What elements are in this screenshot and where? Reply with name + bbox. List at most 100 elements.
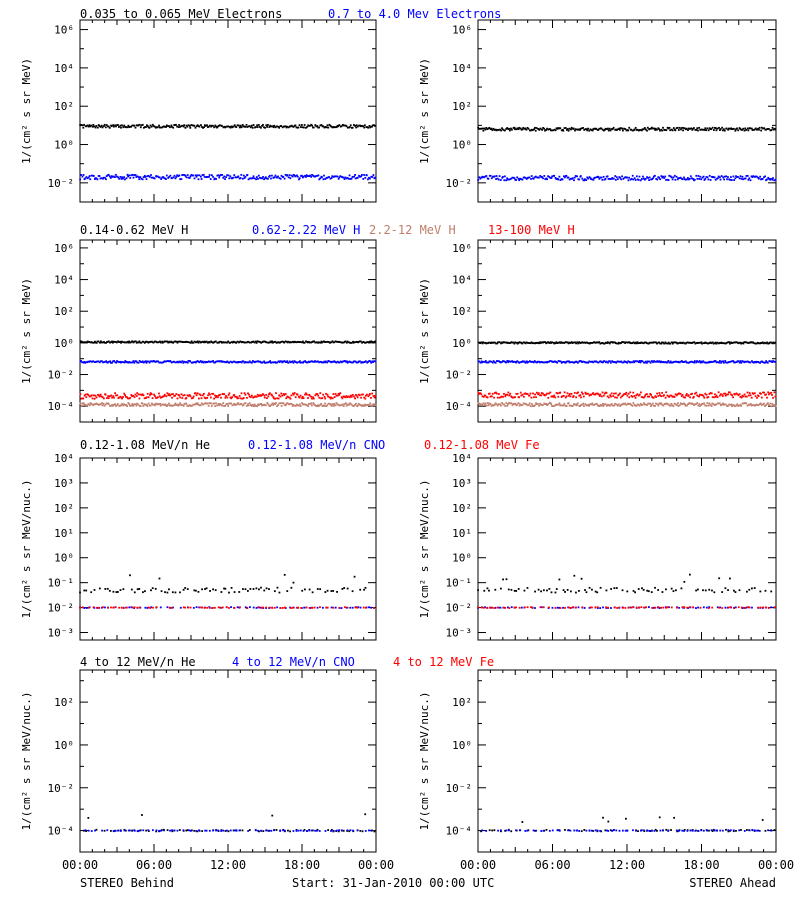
data-point [140,124,143,127]
data-point [641,587,643,590]
data-point [258,588,260,591]
data-point [596,829,599,832]
data-point [364,606,367,609]
data-point [554,129,557,132]
data-point [641,342,644,344]
data-point [621,341,623,343]
data-point [267,361,270,364]
data-point [134,403,137,406]
data-point [687,394,690,397]
data-point [344,360,347,363]
data-point [222,176,225,179]
data-point [528,402,531,405]
data-point [360,396,363,399]
data-point [356,606,359,609]
data-point [481,404,484,406]
data-point [744,395,747,398]
data-point [185,829,188,832]
data-point [600,404,603,407]
data-point [117,829,119,832]
data-point [704,361,707,364]
data-point [103,123,106,126]
data-point [147,341,150,344]
data-point [253,403,256,406]
data-point [98,606,101,609]
data-point [765,179,767,182]
data-point [152,606,154,609]
data-point [697,361,700,363]
data-point [177,340,179,343]
data-point [158,392,160,395]
data-point [128,829,131,832]
data-point [192,341,195,344]
data-point [651,829,653,832]
data-point [292,581,295,584]
data-point [583,607,586,609]
data-point [523,176,526,179]
data-point [637,588,640,590]
data-point [320,397,323,400]
data-point [106,361,109,364]
data-point [478,392,481,395]
data-point [626,590,629,593]
data-point [200,124,202,126]
data-point [690,127,693,130]
data-point [200,341,203,343]
data-point [247,392,249,395]
data-point [167,394,170,397]
data-point [689,341,691,344]
data-point [517,402,520,404]
data-point [168,125,171,128]
data-point [297,606,300,609]
data-point [612,126,615,129]
data-point [593,177,596,179]
data-point [634,179,637,181]
data-point [186,404,189,407]
data-point [122,404,125,407]
data-point [193,403,196,406]
data-point [646,393,648,395]
data-point [120,341,122,344]
data-point [730,176,732,179]
data-point [165,126,168,128]
data-point [655,360,658,363]
legend-label-row2-0: 0.14-0.62 MeV H [80,223,188,237]
data-point [326,404,329,407]
data-point [642,177,645,180]
data-point [678,361,681,364]
data-point [768,178,770,180]
data-point [491,404,494,406]
data-point [693,341,696,344]
data-point [324,402,327,405]
data-point [107,395,110,398]
data-point [591,129,594,132]
data-point [206,361,209,364]
data-point [195,606,198,609]
data-point [592,392,595,395]
data-point [591,341,594,344]
data-point [176,125,179,128]
data-point [716,341,719,344]
data-point [531,342,534,345]
data-point [717,342,720,345]
data-point [583,129,586,131]
data-point [731,394,734,397]
data-point [650,403,653,406]
data-point [336,360,339,363]
data-point [280,174,283,177]
data-point [716,396,719,399]
data-point [112,830,115,832]
data-point [171,341,173,344]
data-point [118,405,121,407]
data-point [715,342,718,345]
data-point [211,174,213,177]
data-point [698,395,701,398]
data-point [734,341,736,344]
data-point [602,816,604,819]
data-point [668,174,671,177]
data-point [672,361,675,363]
data-point [348,402,351,405]
data-point [268,392,271,395]
data-point [286,402,289,405]
